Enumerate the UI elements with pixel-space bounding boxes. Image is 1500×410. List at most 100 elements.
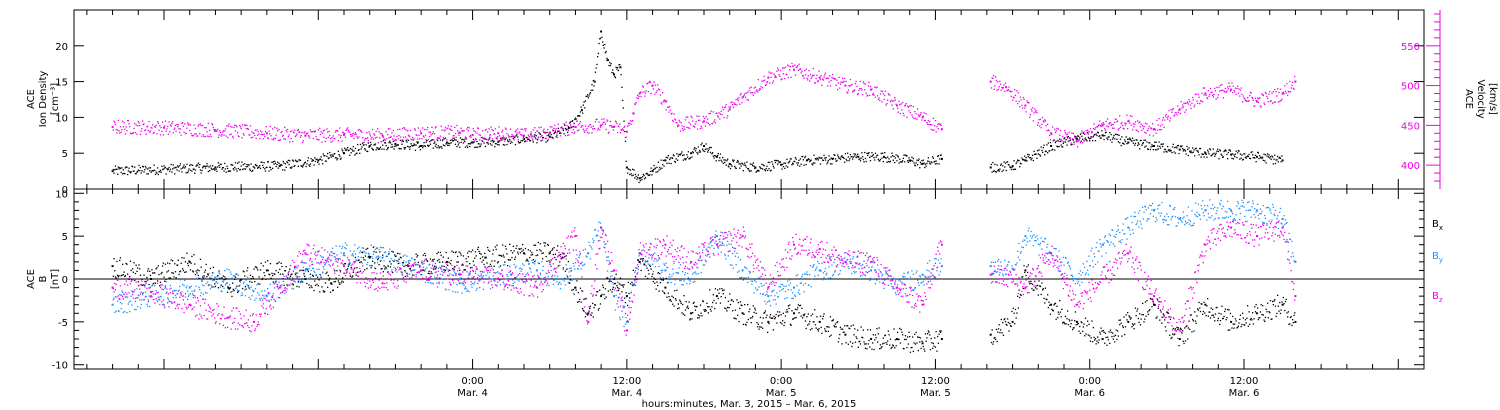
by-point	[246, 284, 248, 286]
by-point	[392, 260, 394, 262]
velocity-point	[488, 128, 490, 130]
ion-density-point	[329, 154, 332, 156]
ion-density-point	[610, 63, 612, 65]
bx-point	[686, 306, 688, 309]
bx-point	[702, 300, 704, 303]
by-point	[440, 268, 442, 270]
ion-density-point	[1084, 133, 1086, 135]
bx-point	[606, 277, 608, 279]
ion-density-point	[229, 170, 232, 172]
velocity-point	[352, 132, 354, 134]
ion-density-point	[249, 169, 252, 172]
ion-density-point	[155, 171, 157, 173]
velocity-point	[172, 121, 174, 123]
velocity-point	[146, 126, 148, 128]
bx-point	[894, 347, 896, 349]
ion-density-point	[804, 157, 806, 159]
velocity-point	[867, 94, 869, 96]
by-point	[231, 277, 233, 279]
bx-point	[177, 259, 179, 261]
bx-point	[723, 289, 725, 291]
velocity-point	[123, 121, 125, 124]
ion-density-point	[638, 181, 640, 184]
velocity-point	[709, 112, 712, 115]
bx-point	[412, 264, 414, 267]
ion-density-point	[707, 149, 709, 152]
bx-point	[887, 340, 889, 342]
velocity-point	[419, 130, 422, 132]
velocity-point	[821, 84, 823, 87]
velocity-point	[1074, 136, 1076, 138]
ion-density-point	[184, 167, 186, 169]
velocity-point	[625, 130, 628, 133]
ion-density-point	[857, 153, 859, 155]
ion-density-point	[749, 170, 751, 173]
by-point	[354, 253, 357, 255]
velocity-point	[195, 133, 197, 135]
bx-point	[669, 298, 672, 301]
bx-point	[802, 317, 804, 319]
ion-density-point	[687, 156, 689, 158]
ion-density-point	[226, 165, 228, 167]
bx-point	[274, 273, 276, 275]
ion-density-point	[382, 144, 384, 146]
bx-point	[779, 321, 782, 324]
ion-density-point	[1047, 152, 1049, 154]
ion-density-point	[831, 157, 834, 160]
ion-density-point	[350, 152, 352, 154]
ion-density-point	[472, 138, 474, 141]
bx-point	[821, 332, 823, 334]
bx-point	[910, 347, 912, 349]
velocity-point	[1057, 139, 1059, 141]
ion-density-point	[828, 155, 830, 157]
bx-point	[703, 309, 705, 311]
ion-density-point	[1219, 149, 1221, 151]
ion-density-point	[409, 146, 412, 148]
velocity-point	[1084, 138, 1086, 140]
velocity-point	[391, 132, 393, 134]
bx-point	[855, 336, 857, 338]
ion-density-point	[874, 152, 877, 154]
ion-density-point	[1169, 150, 1171, 152]
velocity-point	[205, 127, 207, 129]
velocity-point	[473, 130, 475, 132]
by-point	[152, 284, 154, 286]
bx-point	[811, 327, 813, 330]
by-point	[234, 288, 237, 290]
velocity-point	[1069, 137, 1072, 139]
velocity-point	[1289, 91, 1292, 93]
bx-point	[500, 254, 502, 257]
by-point	[449, 273, 451, 275]
velocity-point	[652, 88, 654, 90]
bx-point	[740, 304, 742, 306]
bx-point	[748, 311, 750, 313]
bx-point	[566, 268, 568, 270]
bx-point	[880, 347, 882, 349]
bx-point	[914, 343, 917, 345]
by-point	[269, 283, 272, 285]
by-point	[245, 279, 247, 281]
velocity-point	[1169, 117, 1172, 119]
ion-density-point	[805, 163, 807, 166]
velocity-point	[687, 116, 689, 118]
ion-density-point	[917, 164, 919, 166]
ion-density-point	[995, 171, 997, 173]
ion-density-point	[1034, 153, 1036, 155]
velocity-point	[1114, 118, 1117, 120]
ion-density-point	[386, 148, 388, 151]
velocity-point	[624, 137, 627, 139]
bx-point	[340, 282, 342, 284]
bx-point	[678, 307, 680, 309]
velocity-point	[297, 129, 299, 131]
ion-density-point	[1275, 159, 1277, 161]
by-point	[279, 292, 282, 294]
velocity-point	[520, 128, 522, 130]
ion-density-point	[853, 153, 855, 155]
ion-density-point	[375, 149, 377, 151]
ion-density-point	[474, 146, 476, 149]
ion-density-point	[989, 166, 992, 169]
by-point	[176, 293, 178, 295]
ion-density-point	[294, 159, 297, 161]
bx-point	[218, 270, 220, 272]
ion-density-point	[297, 165, 299, 167]
